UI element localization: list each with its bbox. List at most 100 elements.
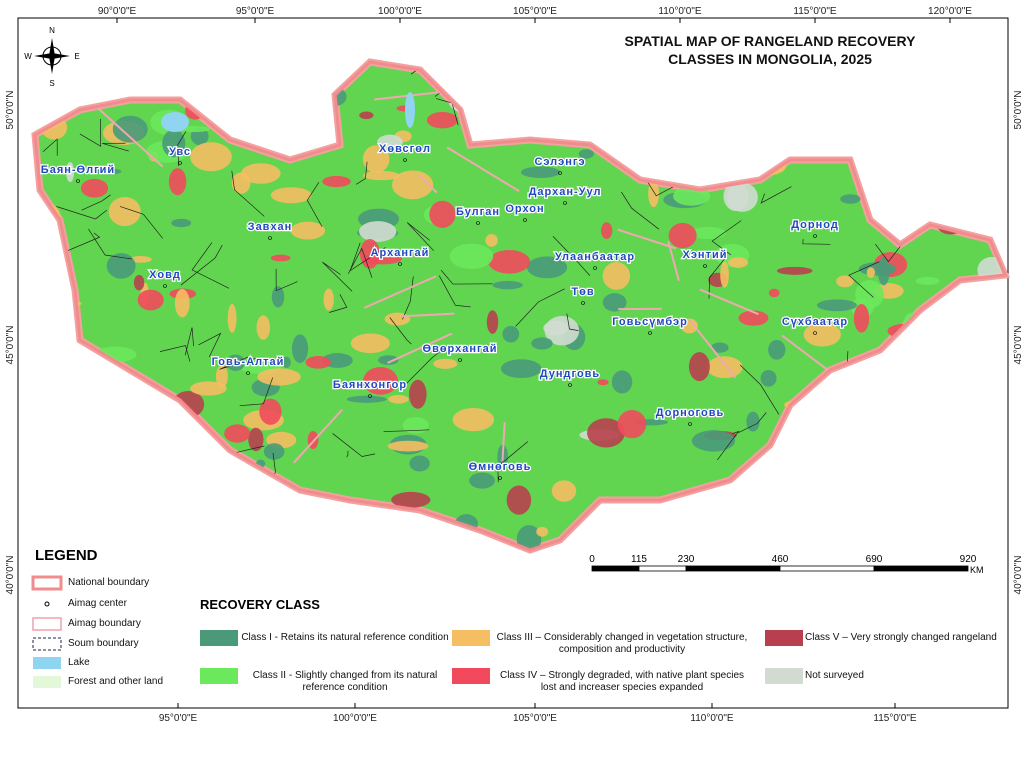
scale-label: 690 <box>866 554 883 565</box>
patch <box>392 170 434 200</box>
aimag-label: Дундговь <box>540 368 600 380</box>
patch <box>551 480 577 502</box>
patch <box>738 310 769 326</box>
soum-boundary <box>552 235 591 276</box>
aimag-center <box>163 284 167 288</box>
soum-boundary <box>102 142 129 152</box>
aimag-center <box>368 394 372 398</box>
patch <box>402 416 429 434</box>
aimag-labels: Баян-Өлгий Увс Ховд Завхан Хөвсгөл Архангай Бу… <box>40 142 848 480</box>
patch <box>270 254 291 262</box>
aimag-boundary <box>402 312 455 318</box>
patch <box>190 142 232 172</box>
aimag-label: Орхон <box>505 203 544 215</box>
patch <box>108 196 141 227</box>
patch <box>157 405 167 425</box>
scale-label: 0 <box>589 554 595 565</box>
aimag-label: Дорноговь <box>656 407 724 419</box>
patch <box>429 200 456 228</box>
patch <box>710 519 731 534</box>
soum-boundary <box>738 412 767 434</box>
patch <box>610 72 624 85</box>
patch <box>952 499 988 521</box>
soum-boundary <box>801 399 835 433</box>
soum-boundary <box>711 220 742 256</box>
soum-boundary <box>949 494 987 532</box>
patch <box>199 458 233 478</box>
patch <box>271 286 285 308</box>
patch <box>658 88 687 113</box>
soum-boundary <box>875 240 906 263</box>
aimag-center <box>178 161 182 165</box>
patch <box>378 355 399 365</box>
soum-boundary <box>802 239 831 245</box>
patch <box>578 149 594 159</box>
patch <box>123 426 147 452</box>
aimag-boundary <box>501 422 506 462</box>
soum-boundary <box>231 170 265 217</box>
aimag-boundary <box>911 372 932 423</box>
patch <box>990 62 1005 82</box>
aimag-center <box>523 218 527 222</box>
patch <box>859 451 896 469</box>
aimag-boundary <box>446 146 520 193</box>
compass-e: E <box>74 52 79 61</box>
aimag-label: Архангай <box>371 247 430 259</box>
patch <box>154 63 164 81</box>
aimag-center <box>403 158 407 162</box>
soum-boundary <box>276 122 317 141</box>
soum-boundary <box>640 535 677 544</box>
aimag-center <box>476 221 480 225</box>
aimag-label: Улаанбаатар <box>555 251 635 263</box>
aimag-boundary <box>851 365 896 373</box>
patch <box>668 222 697 249</box>
patch <box>388 394 409 404</box>
patch <box>61 67 79 92</box>
patch <box>833 422 875 429</box>
patch <box>314 116 329 133</box>
aimag-center <box>76 179 80 183</box>
aimag-center <box>398 262 402 266</box>
graticule-label: 95°0'0"E <box>236 6 275 17</box>
patch <box>611 370 633 394</box>
patch <box>642 502 674 529</box>
soum-boundary <box>349 242 386 272</box>
soum-boundary <box>612 89 628 100</box>
patch <box>169 419 179 432</box>
legend-soum <box>32 637 62 651</box>
aimag-label: Ховд <box>149 269 181 281</box>
soum-boundary <box>42 138 58 156</box>
legend-center <box>44 601 50 607</box>
soum-boundary <box>945 477 983 498</box>
patch <box>187 84 231 94</box>
patch <box>617 410 647 439</box>
patch <box>795 415 838 425</box>
patch <box>658 114 698 121</box>
patch <box>346 395 387 403</box>
class-label: Class I - Retains its natural reference … <box>241 632 449 643</box>
patch <box>816 299 858 312</box>
patch <box>151 442 169 450</box>
patch <box>363 170 400 181</box>
soum-boundary <box>152 486 183 493</box>
graticule: 90°0'0"E 95°0'0"E 100°0'0"E 105°0'0"E 110°0'… <box>5 6 1024 724</box>
aimag-center <box>568 383 572 387</box>
patch <box>902 117 936 125</box>
aimag-boundary <box>689 320 737 379</box>
aimag-label: Өмнөговь <box>469 461 532 473</box>
patch <box>323 288 334 311</box>
aimag-center <box>246 371 250 375</box>
patch <box>35 233 59 242</box>
patch <box>263 443 285 460</box>
patch <box>506 485 532 515</box>
patch <box>110 77 143 99</box>
patch <box>129 255 152 263</box>
graticule-label: 40°0'0"N <box>1013 556 1024 595</box>
patch <box>915 276 940 285</box>
patch <box>867 384 909 399</box>
patch <box>966 185 1003 199</box>
soum-boundary <box>515 288 565 327</box>
patch <box>860 437 870 468</box>
aimag-center <box>458 358 462 362</box>
patch <box>767 499 804 514</box>
